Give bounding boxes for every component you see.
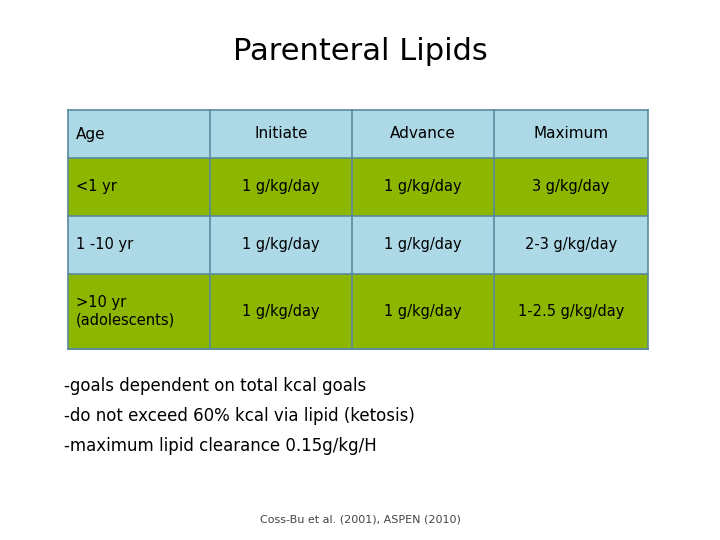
Bar [68, 110, 648, 158]
Text: Coss-Bu et al. (2001), ASPEN (2010): Coss-Bu et al. (2001), ASPEN (2010) [260, 515, 460, 525]
Text: 1 g/kg/day: 1 g/kg/day [243, 238, 320, 253]
Text: 1 g/kg/day: 1 g/kg/day [243, 304, 320, 319]
Text: 1 g/kg/day: 1 g/kg/day [384, 304, 462, 319]
Text: 1 g/kg/day: 1 g/kg/day [243, 179, 320, 194]
Text: 2-3 g/kg/day: 2-3 g/kg/day [525, 238, 617, 253]
Text: >10 yr
(adolescents): >10 yr (adolescents) [76, 295, 175, 328]
Text: 3 g/kg/day: 3 g/kg/day [532, 179, 610, 194]
Text: 1-2.5 g/kg/day: 1-2.5 g/kg/day [518, 304, 624, 319]
Text: Initiate: Initiate [254, 126, 308, 141]
Text: Maximum: Maximum [534, 126, 608, 141]
Bar [68, 216, 648, 274]
Text: 1 g/kg/day: 1 g/kg/day [384, 238, 462, 253]
Text: -maximum lipid clearance 0.15g/kg/H: -maximum lipid clearance 0.15g/kg/H [64, 437, 377, 455]
Bar [68, 158, 648, 216]
Bar [68, 274, 648, 349]
Text: 1 -10 yr: 1 -10 yr [76, 238, 133, 253]
Text: -do not exceed 60% kcal via lipid (ketosis): -do not exceed 60% kcal via lipid (ketos… [64, 407, 415, 425]
Text: -goals dependent on total kcal goals: -goals dependent on total kcal goals [64, 377, 366, 395]
Text: Advance: Advance [390, 126, 456, 141]
Text: <1 yr: <1 yr [76, 179, 117, 194]
Text: Parenteral Lipids: Parenteral Lipids [233, 37, 487, 66]
Text: Age: Age [76, 126, 106, 141]
Text: 1 g/kg/day: 1 g/kg/day [384, 179, 462, 194]
